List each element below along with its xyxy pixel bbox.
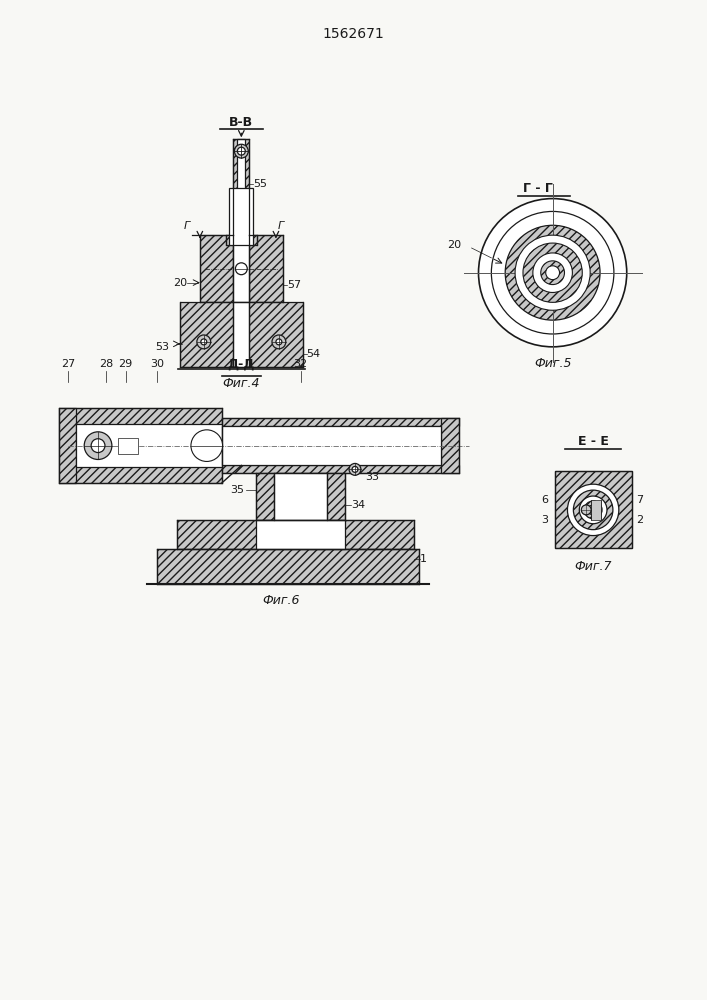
Bar: [274, 473, 327, 520]
Bar: [59, 408, 221, 483]
Bar: [180, 302, 303, 367]
Text: Фиг.5: Фиг.5: [534, 357, 571, 370]
Text: 35: 35: [230, 485, 245, 495]
Circle shape: [84, 432, 112, 459]
Bar: [238, 139, 245, 235]
Text: В-В: В-В: [229, 116, 253, 129]
Circle shape: [91, 439, 105, 453]
Bar: [233, 235, 250, 302]
Text: Г - Г: Г - Г: [523, 182, 553, 195]
Circle shape: [573, 490, 613, 530]
Circle shape: [235, 263, 247, 275]
Circle shape: [588, 505, 598, 515]
Text: 55: 55: [253, 179, 267, 189]
Bar: [256, 473, 345, 520]
Bar: [200, 235, 233, 302]
Text: 6: 6: [542, 495, 549, 505]
Circle shape: [272, 335, 286, 349]
Text: 30: 30: [151, 359, 164, 369]
Circle shape: [491, 211, 614, 334]
Text: 27: 27: [62, 359, 76, 369]
Circle shape: [541, 261, 564, 285]
Circle shape: [238, 147, 245, 155]
Circle shape: [352, 466, 358, 472]
Bar: [221, 465, 459, 473]
Text: 53: 53: [156, 342, 169, 352]
Bar: [158, 549, 419, 584]
Text: Фиг.7: Фиг.7: [574, 560, 612, 573]
Circle shape: [201, 339, 206, 345]
Circle shape: [568, 484, 619, 536]
Bar: [591, 500, 601, 520]
Text: 20: 20: [173, 278, 187, 288]
Circle shape: [579, 496, 607, 524]
Circle shape: [506, 225, 600, 320]
Text: Г: Г: [184, 221, 190, 231]
Bar: [59, 408, 76, 483]
Text: 1562671: 1562671: [322, 27, 384, 41]
Text: 1: 1: [420, 554, 427, 564]
Text: 20: 20: [448, 240, 462, 250]
Bar: [118, 438, 138, 454]
Circle shape: [191, 430, 223, 461]
Bar: [221, 418, 459, 426]
Bar: [233, 302, 250, 367]
Circle shape: [349, 463, 361, 475]
Bar: [221, 426, 441, 465]
Bar: [250, 235, 257, 245]
Bar: [177, 520, 414, 549]
Bar: [230, 188, 253, 245]
Circle shape: [546, 266, 559, 280]
Text: 7: 7: [636, 495, 643, 505]
Text: 28: 28: [99, 359, 113, 369]
Text: 34: 34: [351, 500, 365, 510]
Circle shape: [581, 505, 591, 515]
Circle shape: [515, 235, 590, 310]
Circle shape: [235, 144, 248, 158]
Text: 54: 54: [307, 349, 321, 359]
Bar: [250, 235, 283, 302]
Bar: [256, 520, 345, 549]
Text: 33: 33: [365, 472, 379, 482]
Text: Фиг.4: Фиг.4: [223, 377, 260, 390]
Bar: [233, 139, 250, 235]
Circle shape: [479, 199, 626, 347]
Text: Е - Е: Е - Е: [578, 435, 609, 448]
Text: Фиг.6: Фиг.6: [262, 594, 300, 607]
Text: 32: 32: [293, 359, 308, 369]
Text: 57: 57: [287, 280, 301, 290]
Text: 3: 3: [542, 515, 549, 525]
Bar: [554, 471, 631, 548]
Bar: [76, 424, 221, 467]
Bar: [226, 235, 233, 245]
Bar: [554, 471, 631, 548]
Circle shape: [533, 253, 573, 292]
Circle shape: [197, 335, 211, 349]
Text: 29: 29: [119, 359, 133, 369]
Circle shape: [584, 501, 602, 519]
Text: Д-Д: Д-Д: [228, 358, 255, 371]
Text: 2: 2: [636, 515, 643, 525]
Text: Г: Г: [278, 221, 284, 231]
Circle shape: [523, 243, 583, 302]
Circle shape: [276, 339, 282, 345]
Bar: [441, 418, 459, 473]
